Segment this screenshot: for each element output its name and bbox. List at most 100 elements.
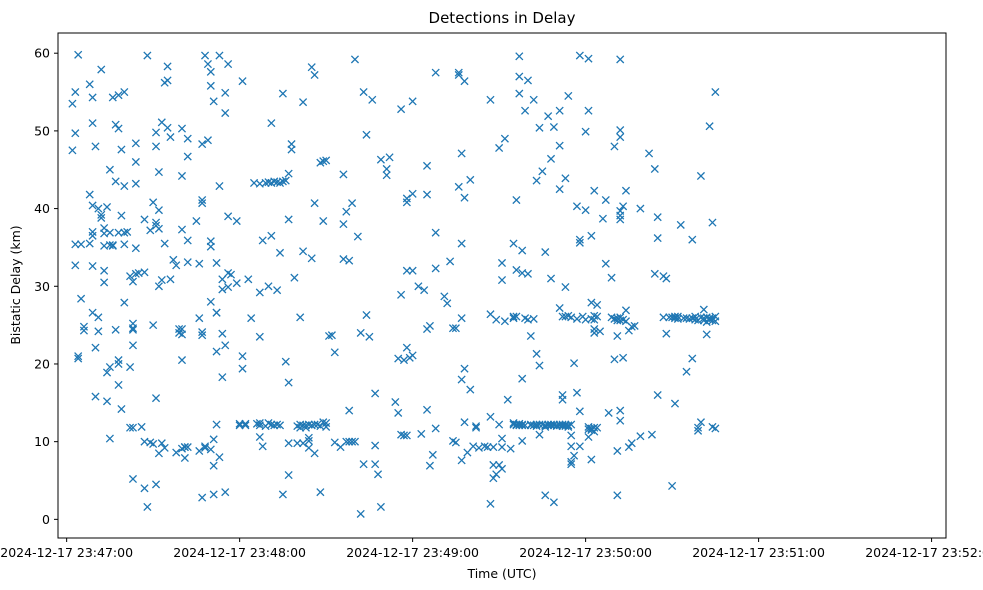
data-point: [616, 215, 625, 224]
data-point: [541, 491, 550, 500]
data-point: [177, 124, 187, 133]
data-point: [422, 161, 432, 170]
data-point: [287, 140, 296, 149]
data-point: [183, 258, 192, 267]
data-point: [85, 190, 94, 199]
data-point: [218, 285, 227, 294]
data-point: [105, 241, 114, 250]
data-point: [457, 314, 466, 323]
data-point: [198, 199, 207, 208]
data-point: [278, 177, 287, 186]
data-point: [319, 418, 328, 427]
data-point: [102, 202, 112, 212]
data-point: [457, 375, 466, 384]
data-point: [567, 431, 576, 440]
data-point: [711, 317, 720, 326]
data-point: [79, 326, 89, 335]
data-point: [616, 416, 625, 425]
data-point: [613, 446, 622, 456]
data-point: [316, 488, 325, 497]
data-point: [613, 331, 622, 341]
data-point: [572, 202, 582, 211]
data-point: [362, 310, 371, 320]
data-point: [593, 312, 602, 321]
data-point: [120, 298, 129, 307]
data-point: [149, 439, 158, 449]
data-point: [564, 421, 573, 430]
data-point: [88, 308, 97, 317]
data-point: [203, 60, 212, 69]
data-point: [397, 105, 406, 114]
data-point: [200, 443, 210, 452]
x-axis-label: Time (UTC): [466, 566, 536, 581]
data-point: [431, 228, 440, 237]
data-point: [541, 248, 550, 257]
data-point: [126, 272, 135, 281]
data-point: [345, 256, 354, 265]
data-point: [166, 275, 175, 284]
data-point: [535, 361, 544, 370]
data-point: [151, 128, 161, 137]
data-point: [382, 164, 391, 174]
data-point: [402, 431, 411, 440]
data-point: [668, 481, 677, 491]
data-point: [91, 392, 100, 401]
data-point: [100, 266, 109, 275]
data-point: [154, 224, 163, 233]
data-point: [192, 216, 201, 226]
data-point: [345, 437, 354, 446]
data-point: [587, 231, 596, 240]
data-point: [431, 424, 440, 433]
data-point: [111, 325, 120, 334]
data-point: [353, 232, 362, 241]
data-point: [601, 259, 610, 268]
data-point: [558, 390, 567, 400]
data-point: [88, 93, 97, 102]
x-tick-label: 2024-12-17 23:52:00: [865, 545, 983, 560]
data-point: [451, 438, 460, 447]
data-point: [653, 234, 662, 243]
data-point: [212, 258, 221, 268]
data-point: [670, 399, 680, 408]
data-point: [221, 488, 230, 497]
data-point: [691, 315, 700, 324]
data-point: [408, 266, 417, 275]
data-point: [339, 255, 348, 264]
data-point: [198, 328, 207, 337]
data-point: [696, 418, 705, 427]
data-point: [163, 123, 172, 132]
data-point: [226, 270, 236, 279]
data-point: [273, 286, 282, 295]
data-point: [619, 202, 628, 211]
data-point: [100, 278, 109, 287]
data-point: [350, 55, 360, 64]
data-point: [177, 356, 187, 365]
data-point: [128, 423, 138, 432]
data-point: [535, 123, 544, 132]
data-point: [114, 124, 123, 133]
data-point: [157, 439, 166, 448]
data-point: [126, 363, 135, 372]
data-point: [509, 312, 518, 321]
data-point: [659, 313, 668, 322]
data-point: [206, 81, 215, 90]
data-point: [177, 171, 187, 181]
data-point: [497, 443, 507, 452]
data-point: [140, 215, 149, 224]
data-point: [160, 239, 169, 248]
data-point: [74, 354, 83, 363]
data-point: [100, 223, 109, 233]
data-point: [575, 238, 584, 247]
data-point: [489, 460, 498, 470]
data-point: [708, 316, 717, 325]
data-point: [293, 439, 302, 448]
data-point: [258, 442, 267, 451]
data-point: [299, 98, 308, 107]
data-point: [307, 254, 316, 263]
data-point: [443, 299, 452, 308]
data-point: [662, 329, 671, 338]
data-point: [151, 480, 161, 489]
data-point: [215, 453, 224, 462]
data-point: [555, 303, 564, 313]
